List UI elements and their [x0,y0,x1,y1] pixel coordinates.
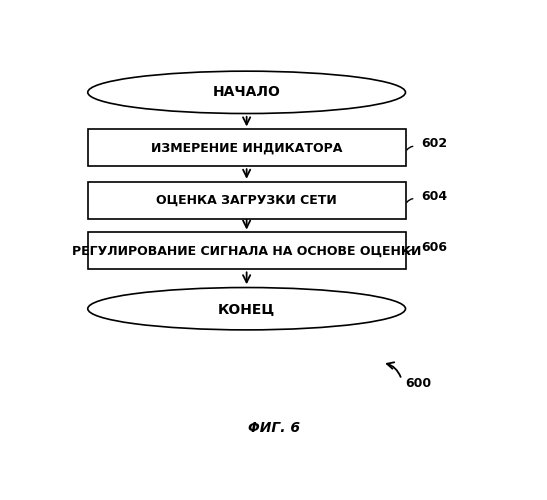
Bar [88,130,405,166]
Text: НАЧАЛО: НАЧАЛО [213,86,281,100]
Text: 604: 604 [421,190,447,203]
Bar [88,182,405,218]
Text: КОНЕЦ: КОНЕЦ [218,302,275,316]
Text: ΦИГ. 6: ΦИГ. 6 [248,421,300,435]
Ellipse shape [88,71,405,114]
Ellipse shape [88,288,405,330]
Text: ОЦЕНКА ЗАГРУЗКИ СЕТИ: ОЦЕНКА ЗАГРУЗКИ СЕТИ [156,194,337,206]
Text: 606: 606 [421,240,447,254]
Bar [88,232,405,270]
Text: 602: 602 [421,138,447,150]
Text: РЕГУЛИРОВАНИЕ СИГНАЛА НА ОСНОВЕ ОЦЕНКИ: РЕГУЛИРОВАНИЕ СИГНАЛА НА ОСНОВЕ ОЦЕНКИ [72,244,421,258]
Text: ИЗМЕРЕНИЕ ИНДИКАТОРА: ИЗМЕРЕНИЕ ИНДИКАТОРА [151,142,342,154]
Text: 600: 600 [405,377,432,390]
